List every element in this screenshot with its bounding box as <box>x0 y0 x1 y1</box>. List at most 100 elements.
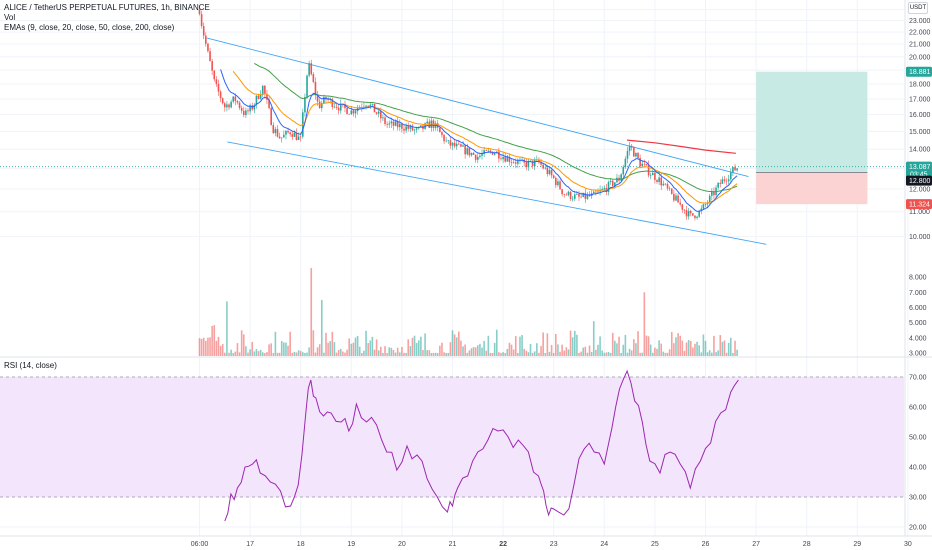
candle-body <box>255 95 258 105</box>
axis-tick-label: 23.000 <box>909 18 931 25</box>
volume-bar <box>548 351 551 356</box>
candle-body <box>586 194 589 199</box>
candle-body <box>219 91 222 99</box>
volume-bar <box>346 349 348 356</box>
candle-body <box>398 123 401 128</box>
candle-body <box>730 172 732 180</box>
axis-tick-label: 30.00 <box>909 495 927 502</box>
volume-bar <box>694 343 696 356</box>
volume-bar <box>242 334 245 356</box>
volume-bar <box>207 337 209 356</box>
volume-bar <box>620 352 622 356</box>
volume-bar <box>727 342 730 356</box>
candle-body <box>339 103 342 111</box>
volume-bar <box>226 301 228 356</box>
volume-bar <box>483 340 485 356</box>
candle-body <box>633 147 635 157</box>
long-position-stop-zone[interactable] <box>756 172 868 205</box>
volume-bar <box>439 345 441 356</box>
volume-bar <box>369 340 372 356</box>
volume-bar <box>481 347 483 356</box>
ema-legend[interactable]: EMAs (9, close, 20, close, 50, close, 20… <box>4 23 175 32</box>
time-tick-label: 21 <box>449 541 457 548</box>
candle-body <box>531 160 534 167</box>
volume-bar <box>430 352 433 356</box>
candle-body <box>369 104 372 107</box>
candle-body <box>624 158 627 167</box>
time-tick-label: 20 <box>398 541 406 548</box>
volume-bar <box>232 352 235 356</box>
candle-body <box>371 103 374 105</box>
volume-bar <box>213 325 216 356</box>
volume-bar <box>685 342 688 356</box>
candle-body <box>645 164 648 165</box>
rsi-legend[interactable]: RSI (14, close) <box>4 361 57 370</box>
channel-upper-trendline[interactable] <box>206 37 749 177</box>
candle-body <box>232 96 235 102</box>
target-price-tag <box>906 66 932 77</box>
candle-body <box>514 162 517 164</box>
long-position-target-zone[interactable] <box>756 71 868 173</box>
volume-bar <box>318 344 321 356</box>
candle-body <box>327 99 329 100</box>
time-axis[interactable]: 06:00 17 18 19 20 21 22 23 24 25 26 27 28 29 30 <box>191 541 912 548</box>
candle-body <box>266 94 268 100</box>
volume-bar <box>628 348 631 356</box>
rsi-axis[interactable]: 20.00 30.00 40.00 50.00 60.00 70.00 <box>909 375 927 532</box>
candle-body <box>445 140 447 142</box>
volume-bar <box>308 347 310 356</box>
currency-badge[interactable]: USDT <box>908 2 928 14</box>
volume-bar <box>211 325 213 356</box>
candle-body <box>614 182 616 186</box>
volume-bar <box>388 347 391 356</box>
volume-bar <box>658 340 660 356</box>
volume-bar <box>525 350 528 356</box>
volume-bar <box>394 352 397 356</box>
candle-body <box>304 96 306 113</box>
volume-bar <box>386 352 388 356</box>
candle-body <box>314 82 317 95</box>
volume-bar <box>255 349 258 356</box>
volume-bar <box>601 350 603 356</box>
volume-legend[interactable]: Vol <box>4 13 16 22</box>
volume-bar <box>466 352 469 356</box>
candle-body <box>683 209 686 211</box>
volume-bar <box>552 352 555 356</box>
current-price-label: 13.087 <box>909 164 931 171</box>
candle-body <box>711 191 713 196</box>
volume-bar <box>510 344 513 356</box>
candle-body <box>595 191 597 193</box>
symbol-title[interactable]: ALICE / TetherUS PERPETUAL FUTURES, 1h, … <box>4 3 210 12</box>
entry-price-tag <box>906 175 932 186</box>
volume-bar <box>331 331 334 356</box>
volume-bar <box>327 342 329 356</box>
candle-body <box>464 145 466 155</box>
volume-bar <box>689 340 692 356</box>
candle-body <box>569 191 572 199</box>
volume-bar <box>479 343 481 356</box>
volume-bar <box>224 352 226 356</box>
candle-body <box>447 140 450 141</box>
candle-body <box>390 121 393 124</box>
axis-tick-label: 15.000 <box>909 129 931 136</box>
candle-body <box>668 188 671 190</box>
volume-bar <box>635 343 637 356</box>
candle-body <box>592 191 595 194</box>
candle-body <box>240 107 243 111</box>
candle-body <box>238 102 241 108</box>
volume-axis: 3.000 4.000 5.000 6.000 7.000 8.000 <box>909 275 927 358</box>
candle-body <box>257 95 260 99</box>
candle-body <box>259 94 262 99</box>
candle-body <box>552 175 555 178</box>
channel-lower-trendline[interactable] <box>227 141 767 245</box>
price-candles <box>198 5 738 221</box>
candle-body <box>504 156 507 162</box>
candle-body <box>289 132 291 135</box>
volume-bar <box>348 338 350 356</box>
volume-bar <box>363 350 365 356</box>
time-tick-label: 27 <box>752 541 760 548</box>
volume-bar <box>559 351 561 356</box>
volume-bar <box>384 346 386 356</box>
volume-bar <box>719 335 722 356</box>
